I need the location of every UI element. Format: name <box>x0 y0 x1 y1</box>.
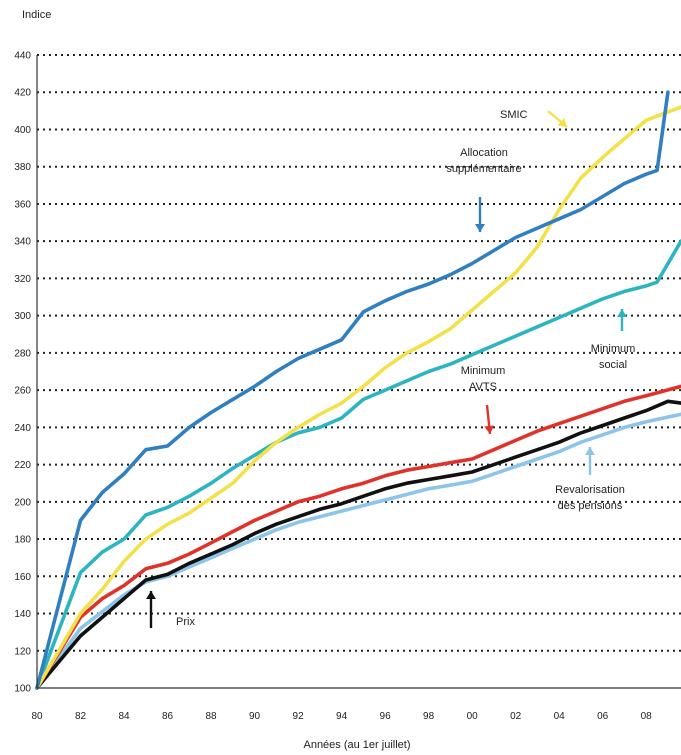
y-tick-label: 340 <box>14 237 31 248</box>
annotations: SMIC Allocation supplémentaire Minimum socia… <box>146 109 635 628</box>
y-tick-label: 100 <box>14 684 31 695</box>
x-axis-title: Années (au 1er juillet) <box>303 739 410 751</box>
y-tick-label: 220 <box>14 460 31 471</box>
y-tick-label: 260 <box>14 386 31 397</box>
x-tick-label: 02 <box>510 711 522 722</box>
x-tick-label: 86 <box>162 711 174 722</box>
annotation-smic: SMIC <box>500 109 528 121</box>
series-line-pensions <box>35 412 681 690</box>
annotation-avts: Minimum AVTS <box>461 365 506 393</box>
y-tick-label: 180 <box>14 535 31 546</box>
x-tick-label: 80 <box>31 711 43 722</box>
y-tick-label: 140 <box>14 609 31 620</box>
series-line-avts <box>35 384 681 690</box>
x-tick-label: 06 <box>597 711 609 722</box>
x-axis-ticks: 80 82 84 86 88 90 92 94 96 98 00 02 04 06 08 <box>31 711 652 722</box>
y-axis-title: Indice <box>22 9 51 21</box>
annotation-arrowhead-smic <box>557 118 567 127</box>
series-line-minimum_social <box>35 239 681 690</box>
annotation-prix: Prix <box>176 616 195 628</box>
x-tick-label: 84 <box>118 711 130 722</box>
y-axis-ticks: 100 120 140 160 180 200 220 240 260 280 300 320 340 3… <box>14 51 31 695</box>
x-tick-label: 88 <box>205 711 217 722</box>
x-tick-label: 94 <box>336 711 348 722</box>
series-line-prix <box>35 399 681 690</box>
annotation-pensions: Revalorisation des pensions <box>555 484 625 512</box>
y-tick-label: 120 <box>14 646 31 657</box>
annotation-minimum-social: Minimum social <box>591 343 636 371</box>
y-tick-label: 420 <box>14 88 31 99</box>
x-tick-label: 96 <box>380 711 392 722</box>
y-tick-label: 240 <box>14 423 31 434</box>
annotation-arrowhead-avts <box>484 425 495 434</box>
y-tick-label: 440 <box>14 51 31 62</box>
annotation-arrowhead-minimum-social <box>617 309 627 317</box>
y-tick-label: 160 <box>14 572 31 583</box>
series-lines <box>35 90 681 690</box>
x-tick-label: 82 <box>75 711 87 722</box>
y-tick-label: 200 <box>14 497 31 508</box>
annotation-arrowhead-allocation <box>475 224 485 232</box>
annotation-allocation: Allocation supplémentaire <box>446 147 521 175</box>
x-tick-label: 98 <box>423 711 435 722</box>
series-line-smic <box>35 105 681 690</box>
y-tick-label: 380 <box>14 162 31 173</box>
y-tick-label: 280 <box>14 348 31 359</box>
x-tick-label: 92 <box>293 711 305 722</box>
y-tick-label: 400 <box>14 125 31 136</box>
y-tick-label: 300 <box>14 311 31 322</box>
y-tick-label: 320 <box>14 274 31 285</box>
y-tick-label: 360 <box>14 199 31 210</box>
x-tick-label: 90 <box>249 711 261 722</box>
annotation-arrowhead-pensions <box>585 447 595 455</box>
annotation-arrowhead-prix <box>146 591 156 599</box>
x-tick-label: 08 <box>641 711 653 722</box>
gridlines <box>37 54 681 652</box>
series-line-allocation <box>35 90 670 690</box>
x-tick-label: 04 <box>554 711 566 722</box>
x-tick-label: 00 <box>467 711 479 722</box>
